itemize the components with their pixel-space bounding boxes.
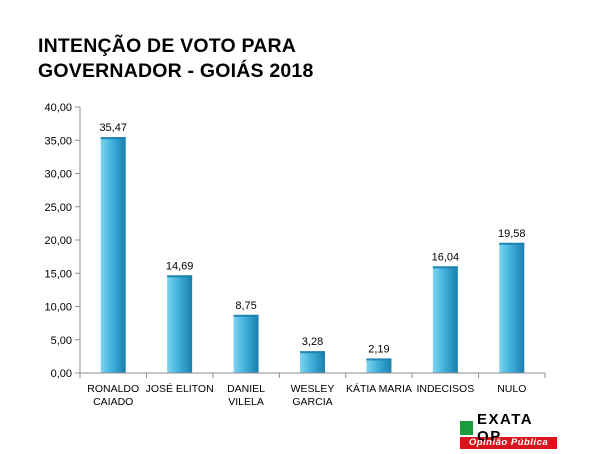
x-tick-label: DANIEL xyxy=(227,383,265,395)
y-tick-label: 35,00 xyxy=(44,135,72,147)
x-tick-label: CAIADO xyxy=(93,396,133,408)
data-label: 2,19 xyxy=(368,343,389,355)
logo-mark-icon xyxy=(460,420,474,435)
bar xyxy=(300,351,325,373)
x-tick-label: INDECISOS xyxy=(416,383,474,395)
bar xyxy=(233,314,259,373)
x-tick-label: KÁTIA MARIA xyxy=(346,382,412,395)
bar xyxy=(499,242,525,373)
data-label: 14,69 xyxy=(166,260,194,272)
bar-cap xyxy=(300,351,325,354)
y-tick-label: 15,00 xyxy=(44,268,72,280)
data-label: 3,28 xyxy=(302,336,323,348)
y-tick-label: 25,00 xyxy=(44,202,72,214)
bar-cap xyxy=(100,137,126,140)
y-tick-label: 40,00 xyxy=(44,102,72,114)
bar xyxy=(432,266,458,373)
bar xyxy=(100,137,126,373)
x-tick-label: WESLEY xyxy=(291,383,335,395)
chart-title: INTENÇÃO DE VOTO PARA GOVERNADOR - GOIÁS… xyxy=(38,34,314,84)
x-tick-label: JOSÉ ELITON xyxy=(146,382,214,395)
chart-title-line-2: GOVERNADOR - GOIÁS 2018 xyxy=(38,60,314,82)
chart-title-line-1: INTENÇÃO DE VOTO PARA xyxy=(38,35,297,57)
data-label: 8,75 xyxy=(235,300,256,312)
y-tick-label: 5,00 xyxy=(51,335,72,347)
data-label: 16,04 xyxy=(432,251,460,263)
bar-cap xyxy=(167,275,193,278)
x-tick-label: VILELA xyxy=(228,396,264,408)
y-axis: 0,00 5,00 10,00 15,00 20,00 25,00 30,00 35,00 40… xyxy=(44,102,81,380)
x-tick-label: RONALDO xyxy=(87,383,139,395)
bar xyxy=(167,275,193,373)
y-tick-label: 30,00 xyxy=(44,169,72,181)
y-tick-label: 0,00 xyxy=(51,368,72,380)
y-tick-label: 20,00 xyxy=(44,235,72,247)
x-tick-label: GARCIA xyxy=(292,396,332,408)
data-label: 19,58 xyxy=(498,228,526,240)
x-tick-label: NULO xyxy=(497,383,526,395)
bar-cap xyxy=(432,266,458,269)
y-tick-label: 10,00 xyxy=(44,302,72,314)
bar-cap xyxy=(366,358,392,361)
data-label: 35,47 xyxy=(99,122,127,134)
bar-cap xyxy=(233,314,259,317)
bars: 35,47 14,69 8,75 3,28 2,19 16,04 19,58 xyxy=(99,122,526,373)
exata-op-logo: EXATA OP Opinião Pública xyxy=(460,411,557,449)
bar xyxy=(366,358,392,373)
logo-tagline: Opinião Pública xyxy=(460,437,557,449)
bar-cap xyxy=(499,242,525,245)
